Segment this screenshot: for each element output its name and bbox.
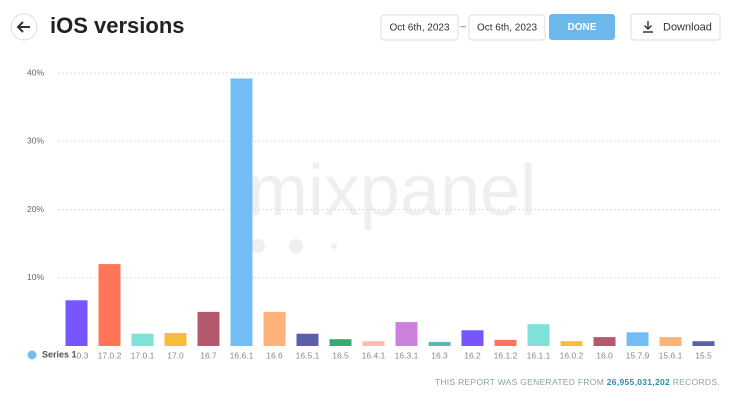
- bar: [560, 341, 583, 346]
- bar: [428, 341, 451, 346]
- watermark: mixpanel: [248, 151, 536, 253]
- x-tick-label: 17.0.1: [131, 350, 155, 360]
- x-tick-label: 17.0.3: [65, 350, 89, 360]
- x-tick-label: 16.1.2: [494, 350, 518, 360]
- footer-prefix: THIS REPORT WAS GENERATED FROM: [435, 377, 607, 387]
- watermark-dot: [331, 243, 337, 249]
- bar: [527, 324, 550, 346]
- bar: [98, 264, 121, 346]
- x-tick-label: 16.1.1: [527, 350, 551, 360]
- bar: [626, 332, 649, 346]
- back-arrow[interactable]: [16, 21, 30, 33]
- y-tick-label: 10%: [27, 272, 44, 282]
- x-tick-label: 16.6: [266, 350, 283, 360]
- bar: [164, 333, 187, 346]
- x-tick-label: 16.6.1: [230, 350, 254, 360]
- x-tick-label: 17.0.2: [98, 350, 122, 360]
- x-tick-label: 16.5: [332, 350, 349, 360]
- footer-records: 26,955,031,202: [607, 377, 670, 387]
- bar: [230, 78, 253, 347]
- footer: THIS REPORT WAS GENERATED FROM 26,955,03…: [435, 377, 720, 387]
- bar: [263, 311, 286, 346]
- x-tick-label: 15.5: [695, 350, 712, 360]
- date-to[interactable]: Oct 6th, 2023: [477, 23, 537, 34]
- bar: [362, 341, 385, 346]
- bar: [296, 333, 319, 346]
- watermark-dot: [289, 239, 303, 253]
- bar: [65, 300, 88, 346]
- y-tick-label: 40%: [27, 67, 44, 77]
- watermark-dot: [251, 239, 265, 253]
- x-tick-label: 15.6.1: [659, 350, 683, 360]
- download-icon[interactable]: [643, 21, 653, 33]
- bar: [659, 337, 682, 346]
- back-button[interactable]: [10, 13, 38, 41]
- done-button[interactable]: [549, 14, 615, 40]
- footer-suffix: RECORDS.: [670, 377, 720, 387]
- y-tick-label: 30%: [27, 136, 44, 146]
- bar: [593, 337, 616, 346]
- x-tick-label: 16.3.1: [395, 350, 419, 360]
- x-tick-label: 16.2: [464, 350, 481, 360]
- date-from[interactable]: Oct 6th, 2023: [389, 23, 449, 34]
- x-tick-label: 16.0.2: [560, 350, 584, 360]
- bar: [395, 322, 418, 346]
- x-tick-label: 16.5.1: [296, 350, 320, 360]
- legend-label: Series 1: [42, 349, 77, 359]
- done-label[interactable]: DONE: [568, 22, 597, 33]
- bar: [197, 311, 220, 346]
- x-tick-label: 16.4.1: [362, 350, 386, 360]
- date-separator: –: [460, 22, 466, 33]
- x-tick-label: 16.0: [596, 350, 613, 360]
- bar: [131, 333, 154, 346]
- x-tick-label: 15.7.9: [626, 350, 650, 360]
- bar: [494, 339, 517, 346]
- download-button[interactable]: [630, 13, 721, 41]
- download-label[interactable]: Download: [663, 21, 712, 33]
- x-tick-label: 16.3: [431, 350, 448, 360]
- x-tick-label: 16.7: [200, 350, 217, 360]
- y-tick-label: 20%: [27, 204, 44, 214]
- bar: [461, 330, 484, 346]
- page-title: iOS versions: [50, 13, 185, 38]
- date-to-input[interactable]: [468, 14, 546, 41]
- watermark-text: mixpanel: [248, 151, 536, 231]
- x-tick-label: 17.0: [167, 350, 184, 360]
- legend-swatch: [27, 350, 37, 360]
- bar: [329, 339, 352, 346]
- bar: [692, 341, 715, 346]
- date-from-input[interactable]: [380, 14, 459, 41]
- legend-bg: [24, 348, 76, 362]
